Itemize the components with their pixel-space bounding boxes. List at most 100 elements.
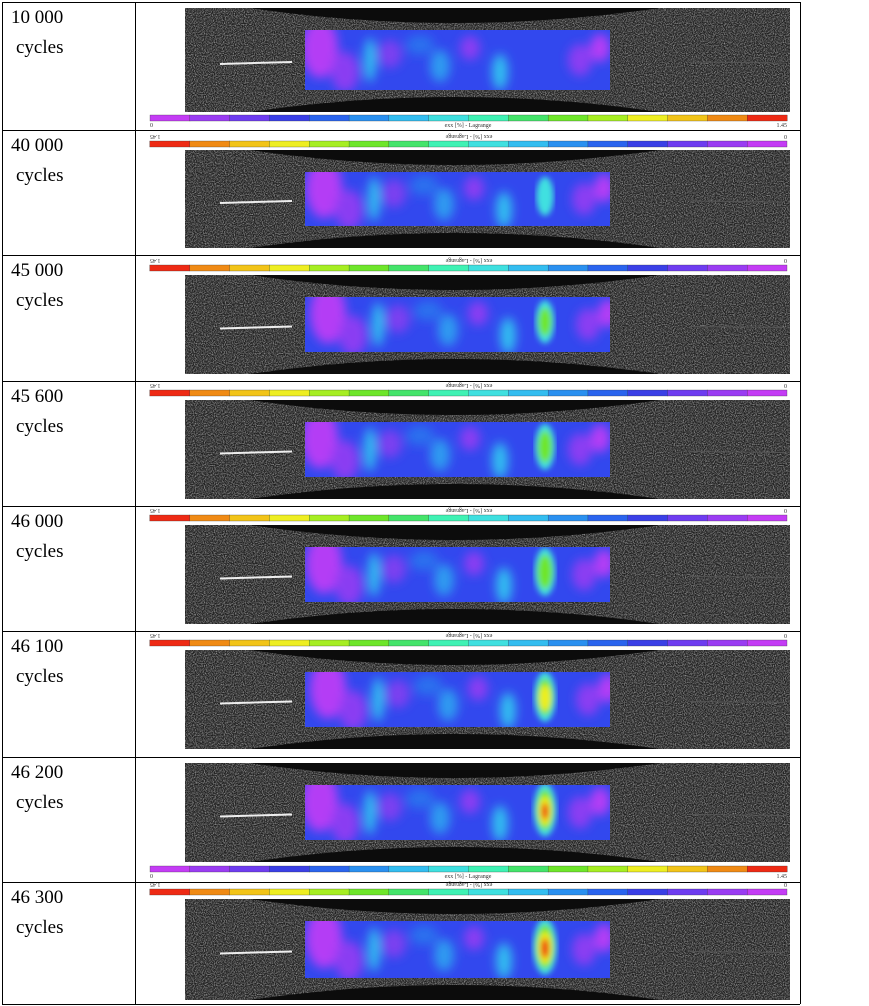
row-cycles: 46 200 [11, 762, 63, 783]
row-cycles: 46 000 [11, 511, 63, 532]
colorbar-label: exx [%] - Lagrange [445, 133, 492, 139]
colorbar-segment [348, 264, 390, 272]
row-unit: cycles [16, 37, 63, 58]
hotspot-mid [538, 307, 552, 336]
colorbar-segment [507, 140, 549, 148]
colorbar-segment [229, 114, 270, 122]
strain-map [305, 672, 610, 727]
strain-blob [590, 787, 610, 816]
strain-blob [331, 803, 359, 840]
colorbar-segment [348, 389, 390, 397]
colorbar-segment [508, 114, 549, 122]
colorbar-segment [268, 888, 310, 896]
strain-blobs [306, 547, 610, 602]
colorbar-segment [667, 114, 708, 122]
extensometer-mark [219, 200, 293, 204]
colorbar-segment [388, 264, 429, 272]
strain-blob [310, 297, 346, 344]
colorbar-segment [308, 140, 350, 148]
strain-blob [460, 789, 480, 814]
colorbar-label: exx [%] - Lagrange [445, 632, 492, 638]
hotspot-mid [538, 430, 552, 463]
strain-blob [305, 785, 338, 832]
grip-line [689, 701, 786, 703]
strain-blob [464, 926, 484, 951]
strain-blob [438, 314, 458, 346]
strain-blob [500, 692, 516, 727]
colorbar-segment [747, 114, 788, 122]
strain-blob [382, 555, 406, 583]
strain-map [305, 785, 610, 840]
colorbar-min: 0 [150, 874, 153, 880]
strain-blob [492, 442, 508, 477]
row-cycles: 45 600 [11, 386, 63, 407]
colorbar-segment [547, 888, 589, 896]
colorbar-segment [587, 514, 628, 522]
colorbar-segment [348, 639, 390, 647]
colorbar-segment [547, 639, 589, 647]
row-cycles: 45 000 [11, 260, 63, 281]
colorbar-max: 1.45 [777, 123, 788, 129]
row-unit: cycles [16, 666, 63, 687]
strain-blob [434, 188, 454, 221]
colorbar: 0 exx [%] - Lagrange 1.45 [149, 133, 788, 148]
strain-blob [378, 793, 402, 821]
strain-blob [568, 433, 592, 466]
colorbar-segment [746, 264, 788, 272]
colorbar-min: 0 [784, 382, 787, 388]
colorbar-segment [587, 114, 629, 122]
colorbar-segment [707, 114, 748, 122]
strain-map [305, 30, 610, 90]
colorbar: 0 exx [%] - Lagrange 1.45 [149, 865, 788, 880]
row-unit: cycles [16, 917, 63, 938]
colorbar-segment [308, 264, 350, 272]
strain-blob [306, 547, 342, 594]
colorbar-segment [706, 888, 748, 896]
colorbar-segment [746, 140, 788, 148]
strain-blob [460, 426, 480, 451]
specimen-image [185, 8, 790, 112]
colorbar-segment [308, 514, 350, 522]
colorbar-segment [428, 514, 469, 522]
colorbar-segment [348, 114, 390, 122]
colorbar-segment [627, 865, 669, 873]
colorbar-segment [149, 865, 191, 873]
specimen-image [185, 763, 790, 862]
strain-hotspot [535, 300, 555, 344]
colorbar-segment [746, 888, 788, 896]
row-unit: cycles [16, 541, 63, 562]
colorbar-min: 0 [150, 123, 153, 129]
extensometer-mark [219, 450, 293, 455]
colorbar-segment [667, 140, 708, 148]
colorbar-segment [149, 514, 190, 522]
colorbar-segment [428, 114, 469, 122]
strain-blob [386, 305, 410, 333]
colorbar-segment [667, 264, 708, 272]
colorbar-segment [627, 140, 668, 148]
strain-blob [310, 672, 346, 719]
strain-map [305, 547, 610, 602]
strain-blob [335, 189, 363, 226]
colorbar-segment [468, 639, 509, 647]
colorbar-segment [587, 639, 628, 647]
row-cycles: 46 100 [11, 636, 63, 657]
grip-line [689, 576, 786, 578]
colorbar-segment [706, 514, 748, 522]
colorbar-segment [508, 865, 549, 873]
strain-blob [406, 425, 434, 446]
hotspot-outer [536, 176, 554, 216]
strain-blob [576, 308, 600, 341]
colorbar-segment [189, 264, 230, 272]
colorbar-segment [308, 639, 350, 647]
colorbar-segment [547, 264, 589, 272]
colorbar-segment [308, 389, 350, 397]
colorbar-segment [149, 264, 190, 272]
colorbar-segment [428, 639, 469, 647]
grip-line [689, 951, 786, 953]
colorbar-segment [468, 888, 509, 896]
strain-blob [568, 44, 592, 76]
strain-blob [386, 680, 410, 708]
colorbar-segment [388, 865, 430, 873]
strain-blob [414, 675, 442, 696]
